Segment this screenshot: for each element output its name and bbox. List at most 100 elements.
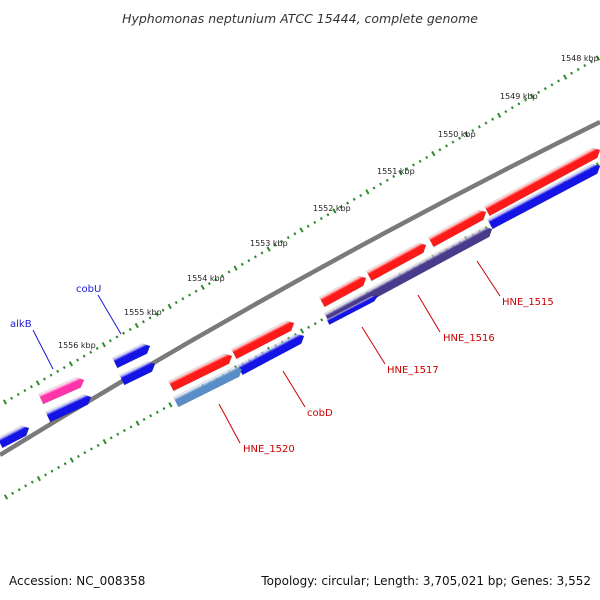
gene-label-leader xyxy=(417,294,441,333)
feature-arrow[interactable] xyxy=(38,375,86,405)
inner-tick xyxy=(44,473,48,477)
outer-tick xyxy=(29,385,33,389)
feature-arrow[interactable] xyxy=(45,392,94,423)
outer-tick xyxy=(346,201,350,205)
inner-tick xyxy=(142,417,146,422)
outer-tick-ring xyxy=(2,55,600,405)
feature-arrow[interactable] xyxy=(112,341,153,369)
inner-tick xyxy=(168,402,173,408)
scale-labels: 1548 kbp 1549 kbp 1550 kbp 1551 kbp 1552 kbp… xyxy=(58,54,599,350)
feature-arrow[interactable] xyxy=(0,423,32,449)
outer-tick xyxy=(589,60,593,64)
outer-tick xyxy=(174,300,178,305)
feature-arrow[interactable] xyxy=(168,351,235,392)
gene-label[interactable]: HNE_1520 xyxy=(243,444,295,455)
gene-label-leader xyxy=(282,370,306,408)
feature-arrow[interactable] xyxy=(318,273,368,308)
outer-tick xyxy=(49,373,53,377)
inner-tick xyxy=(24,484,28,488)
feature-arrow[interactable] xyxy=(487,161,600,230)
gene-label[interactable]: HNE_1515 xyxy=(502,297,554,308)
outer-tick xyxy=(458,136,462,140)
outer-tick xyxy=(576,67,580,72)
outer-tick xyxy=(82,354,86,358)
outer-tick xyxy=(557,79,561,83)
scale-label: 1552 kbp xyxy=(313,204,351,213)
scale-label: 1549 kbp xyxy=(500,92,538,101)
genome-summary-text: Topology: circular; Length: 3,705,021 bp… xyxy=(261,574,591,588)
outer-tick xyxy=(188,293,192,297)
outer-tick xyxy=(16,392,20,397)
outer-tick xyxy=(583,63,587,68)
gene-label-leader xyxy=(476,260,501,297)
gene-label-leader xyxy=(361,326,386,365)
accession-text: Accession: NC_008358 xyxy=(9,574,146,588)
outer-tick xyxy=(56,369,60,373)
features xyxy=(0,145,600,449)
outer-tick xyxy=(529,93,535,99)
inner-tick xyxy=(17,488,21,492)
outer-tick xyxy=(62,365,66,370)
inner-tick xyxy=(122,428,126,433)
outer-tick xyxy=(411,163,415,167)
feature-arrow[interactable] xyxy=(427,207,488,248)
outer-tick xyxy=(425,155,429,160)
inner-tick xyxy=(30,480,34,484)
outer-tick xyxy=(445,144,449,148)
outer-tick xyxy=(2,399,8,405)
inner-tick xyxy=(83,451,87,455)
outer-tick xyxy=(537,90,541,94)
scale-label: 1556 kbp xyxy=(58,341,96,350)
scale-label: 1551 kbp xyxy=(377,167,415,176)
outer-tick xyxy=(332,208,337,214)
map-title: Hyphomonas neptunium ATCC 15444, complet… xyxy=(122,11,478,26)
outer-tick xyxy=(313,220,317,225)
outer-tick xyxy=(214,278,218,282)
gene-label-leader xyxy=(218,403,241,444)
outer-tick xyxy=(161,308,165,312)
outer-tick xyxy=(227,270,231,274)
outer-tick xyxy=(194,289,198,293)
gene-label[interactable]: HNE_1517 xyxy=(387,365,439,376)
outer-tick xyxy=(101,342,106,348)
feature-arrow[interactable] xyxy=(119,359,158,386)
inner-tick xyxy=(50,469,54,473)
outer-tick xyxy=(280,239,284,244)
outer-tick xyxy=(207,281,211,286)
inner-tick xyxy=(3,494,9,500)
feature-arrow[interactable] xyxy=(231,318,296,360)
inner-tick xyxy=(57,465,61,470)
outer-tick xyxy=(451,140,455,144)
outer-tick xyxy=(293,232,297,236)
outer-tick xyxy=(431,150,436,157)
gene-labels: alkB cobU HNE_1520 cobD HNE_1517 HNE_1516 HNE_… xyxy=(10,260,554,455)
outer-tick xyxy=(141,320,145,324)
feature-arrow[interactable] xyxy=(483,145,600,217)
outer-tick xyxy=(42,377,46,381)
outer-tick xyxy=(115,335,119,339)
outer-tick xyxy=(517,102,521,106)
gene-label[interactable]: cobU xyxy=(76,284,101,295)
feature-arrow[interactable] xyxy=(237,331,306,376)
outer-tick xyxy=(359,193,363,198)
inner-tick xyxy=(299,328,305,334)
scale-label: 1553 kbp xyxy=(250,239,288,248)
outer-tick xyxy=(365,189,370,195)
outer-tick xyxy=(95,346,99,351)
outer-tick xyxy=(10,396,14,400)
gene-label[interactable]: alkB xyxy=(10,319,32,330)
outer-tick xyxy=(247,259,251,263)
outer-tick xyxy=(471,128,475,133)
gene-label[interactable]: cobD xyxy=(307,408,333,419)
feature-arrow[interactable] xyxy=(326,293,380,326)
feature-arrow[interactable] xyxy=(173,364,245,408)
inner-tick xyxy=(162,406,166,411)
feature-arrow[interactable] xyxy=(365,240,428,282)
gene-label[interactable]: HNE_1516 xyxy=(443,333,495,344)
outer-tick xyxy=(148,316,152,320)
outer-tick xyxy=(240,262,244,266)
outer-tick xyxy=(510,106,514,110)
outer-tick xyxy=(477,125,481,129)
outer-tick xyxy=(405,167,409,171)
outer-tick xyxy=(266,246,271,252)
